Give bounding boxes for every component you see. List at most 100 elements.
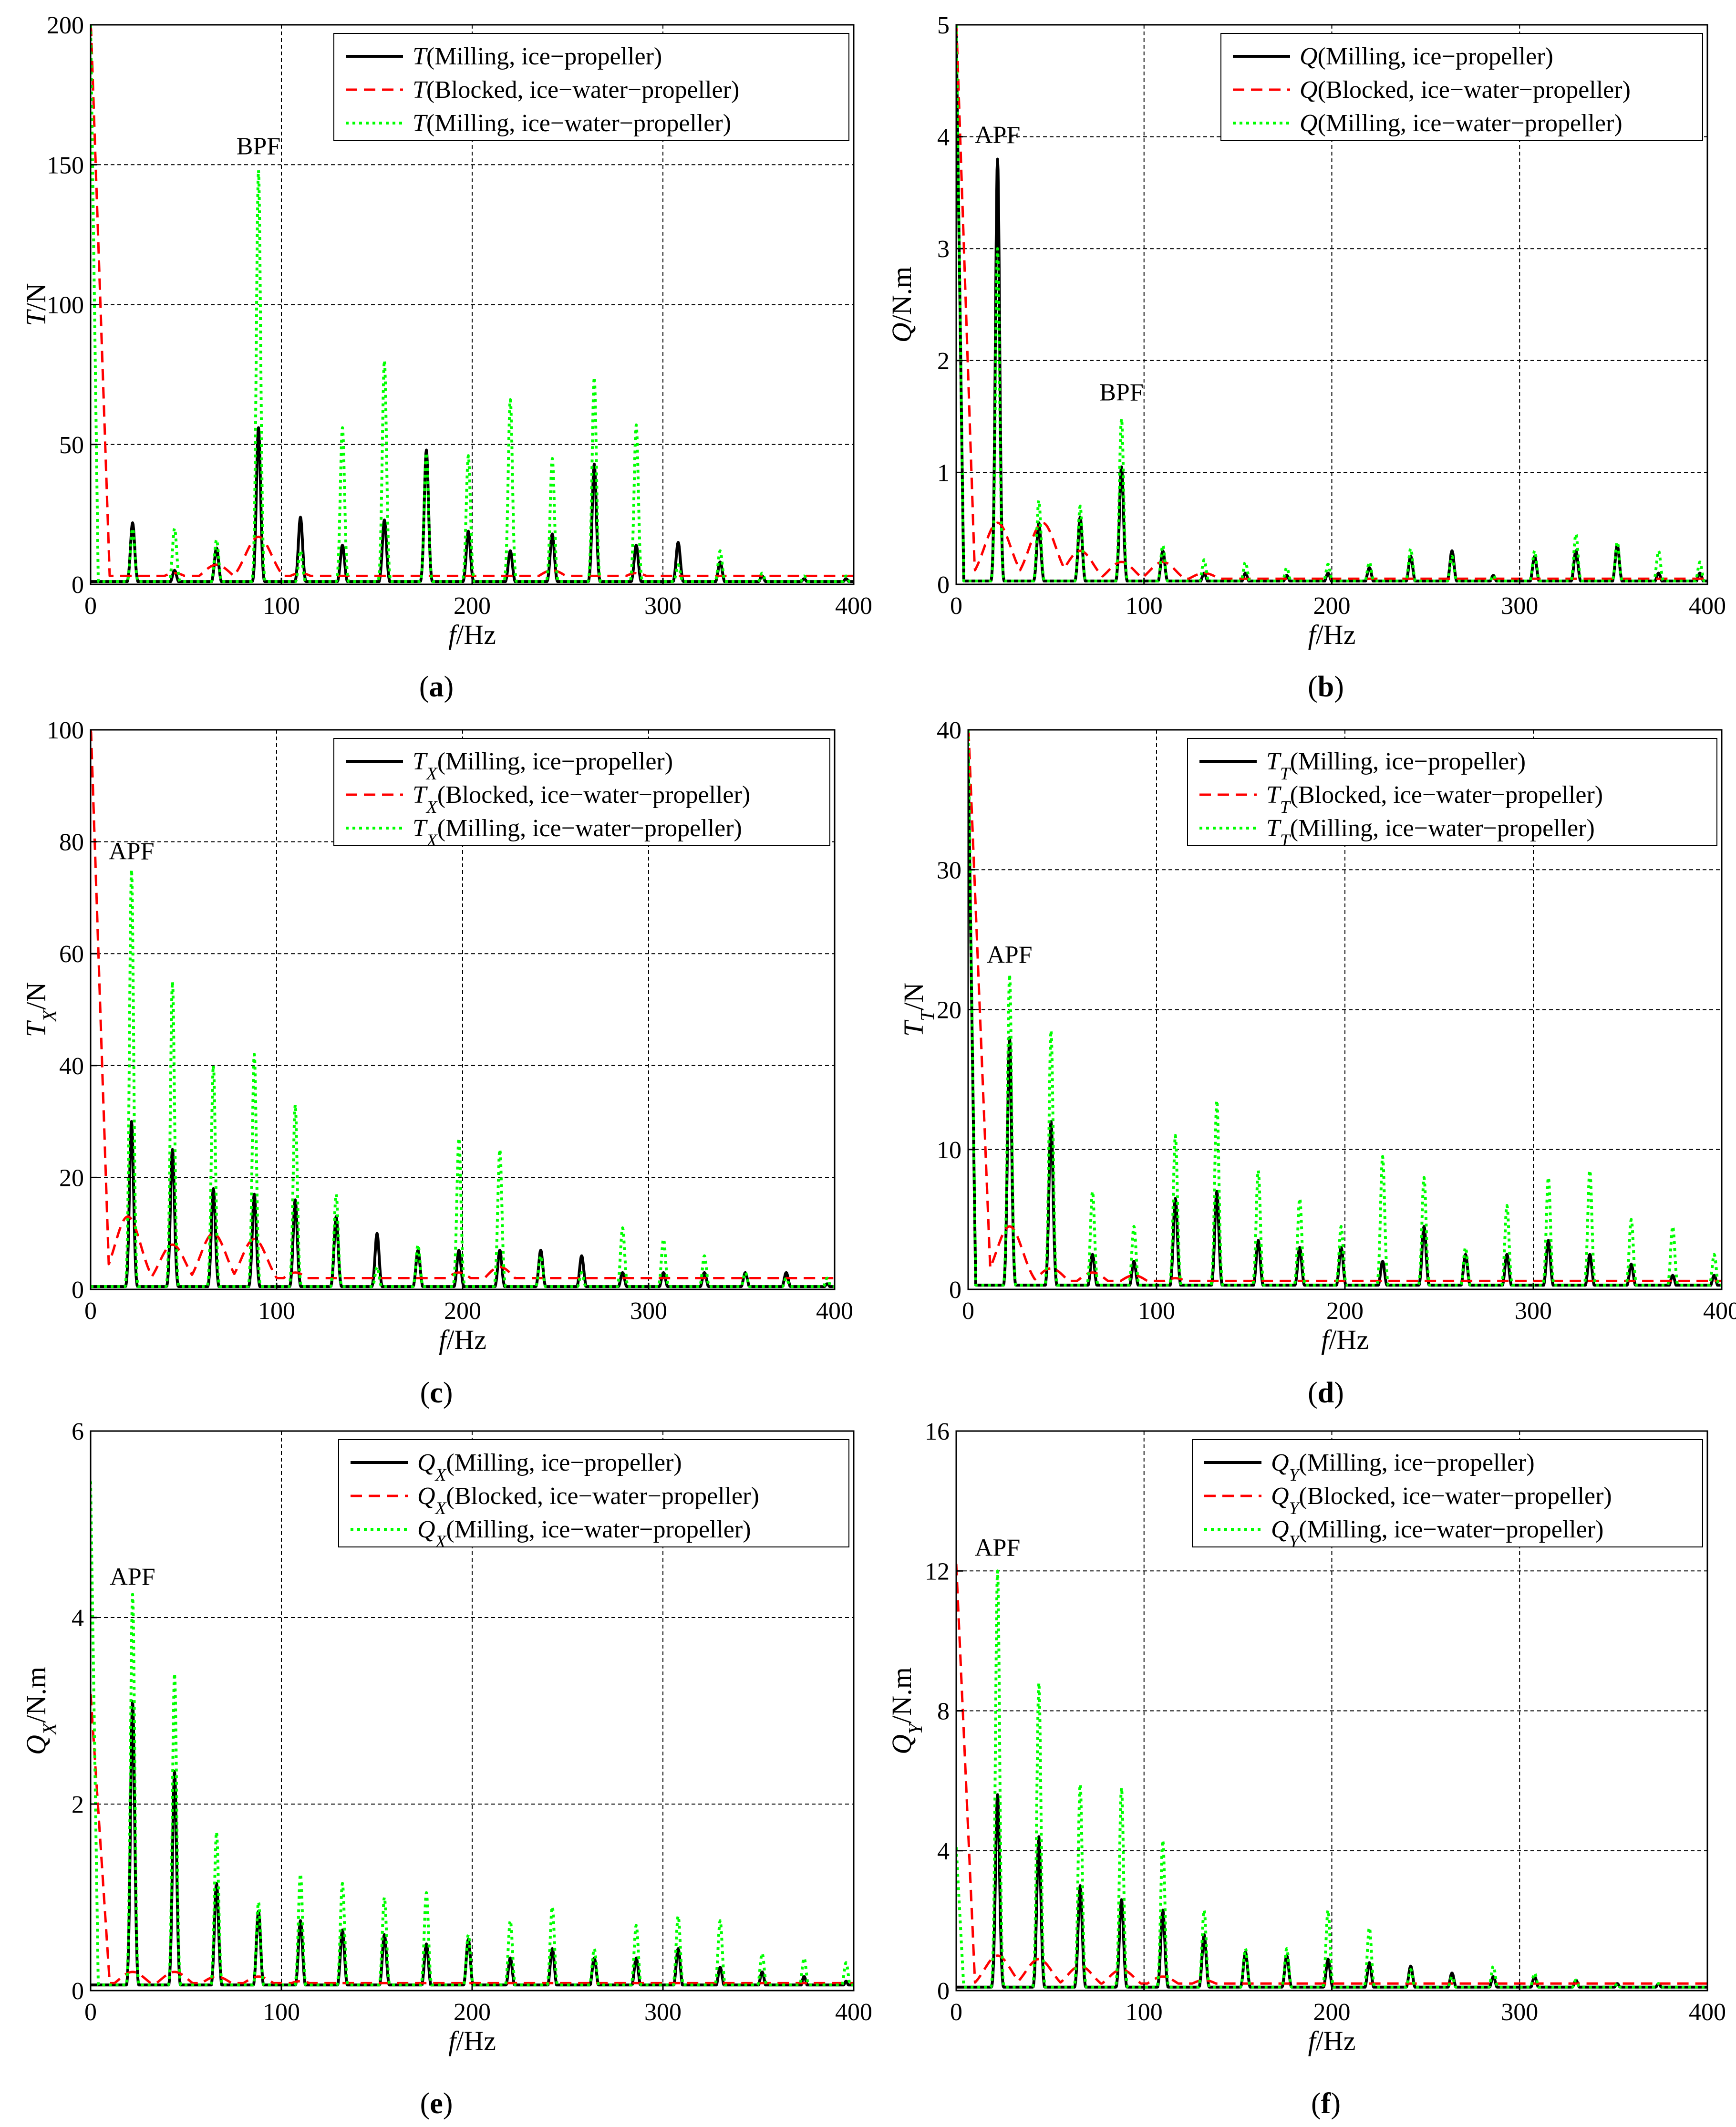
x-tick-label: 300 (644, 592, 682, 620)
legend: TT(Milling, ice−propeller)TT(Blocked, ic… (1187, 738, 1717, 851)
y-tick-label: 40 (937, 717, 961, 744)
y-axis-label: QY/N.m (886, 1667, 927, 1754)
legend-entry-label: TT(Blocked, ice−water−propeller) (1266, 781, 1603, 817)
series-line-dotted (91, 868, 835, 1288)
x-tick-label: 0 (962, 1297, 974, 1325)
legend-box (1187, 738, 1717, 846)
legend-entry-label: QX(Milling, ice−propeller) (417, 1449, 682, 1485)
panel-label: (a) (419, 671, 454, 703)
y-tick-label: 4 (937, 124, 950, 151)
legend-entry-label: TX(Milling, ice−propeller) (413, 748, 673, 784)
series-line-dotted (956, 25, 1707, 582)
legend-entry-label: TT(Milling, ice−propeller) (1266, 748, 1526, 784)
x-tick-label: 300 (644, 1999, 682, 2026)
x-axis-label: f/Hz (1321, 1324, 1369, 1355)
chart-panel-a: 0 100 200 300 400050100150200f/HzT/NBPFT(Mil… (21, 12, 872, 650)
legend-entry-label: QY(Blocked, ice−water−propeller) (1271, 1483, 1612, 1518)
x-tick-label: 100 (1126, 592, 1163, 620)
legend-entry-label: Q(Blocked, ice−water−propeller) (1300, 76, 1631, 104)
legend-box (1220, 33, 1703, 141)
y-tick-label: 4 (72, 1605, 84, 1632)
panel-label: (e) (420, 2087, 453, 2120)
panel-label: (f) (1311, 2087, 1341, 2120)
legend-entry-label: QX(Milling, ice−water−propeller) (417, 1516, 751, 1552)
x-tick-label: 400 (835, 592, 872, 620)
y-tick-label: 0 (937, 571, 950, 599)
y-tick-label: 80 (59, 829, 84, 856)
y-tick-label: 8 (937, 1698, 950, 1725)
y-axis-label: TX/N (21, 982, 61, 1038)
x-tick-label: 300 (1501, 592, 1538, 620)
y-tick-label: 0 (72, 1276, 84, 1304)
panel-label: (c) (420, 1377, 453, 1409)
y-tick-label: 60 (59, 941, 84, 968)
x-tick-label: 400 (1689, 1999, 1726, 2026)
y-tick-label: 20 (937, 997, 961, 1024)
chart-panel-e: 0 100 200 300 400 0 2 4 6 f/Hz QX/N.m APF QX(Milling… (21, 1418, 872, 2056)
legend-entry-label: TX(Blocked, ice−water−propeller) (413, 781, 750, 817)
y-tick-label: 200 (47, 12, 84, 39)
x-tick-label: 300 (630, 1297, 667, 1325)
chart-panel-d: 0 100 200 300 400 0 10 20 30 40 f/Hz TT/N APF TT(Mill… (898, 717, 1736, 1355)
y-tick-label: 3 (937, 236, 950, 263)
series-line-dotted (91, 25, 854, 583)
x-tick-label: 400 (835, 1999, 872, 2026)
peak-annotation: BPF (237, 133, 281, 160)
legend: T(Milling, ice−propeller) T(Blocked, ice−… (333, 33, 849, 141)
y-tick-label: 16 (925, 1418, 950, 1445)
y-tick-label: 0 (72, 1978, 84, 2005)
legend: QX(Milling, ice−propeller)QX(Blocked, ic… (338, 1439, 849, 1552)
legend-entry-label: TX(Milling, ice−water−propeller) (413, 815, 742, 851)
y-tick-label: 30 (937, 857, 961, 884)
legend: QY(Milling, ice−propeller)QY(Blocked, ic… (1192, 1439, 1703, 1552)
x-tick-label: 0 (950, 1999, 962, 2026)
legend-box (338, 1439, 849, 1547)
y-tick-label: 40 (59, 1053, 84, 1080)
y-tick-label: 20 (59, 1164, 84, 1192)
x-tick-label: 200 (1326, 1297, 1364, 1325)
x-tick-label: 400 (1689, 592, 1726, 620)
legend-entry-label: T(Milling, ice−propeller) (413, 43, 662, 70)
chart-panel-b: 0 100 200 300 400 0 1 2 3 4 5 f/Hz Q/N.m APF BPF Q(Mill… (886, 12, 1726, 650)
chart-panel-f: 0 100 200 300 400 0 4 8 12 16 f/Hz QY/N.m APF QY(Mill… (886, 1418, 1726, 2056)
x-tick-label: 300 (1515, 1297, 1552, 1325)
peak-annotation: APF (110, 1563, 155, 1590)
legend-entry-label: TT(Milling, ice−water−propeller) (1266, 815, 1595, 851)
legend-entry-label: Q(Milling, ice−propeller) (1300, 43, 1553, 70)
y-tick-label: 2 (937, 348, 950, 375)
x-axis-label: f/Hz (1308, 2025, 1356, 2056)
y-axis-label: QX/N.m (21, 1667, 61, 1755)
y-tick-label: 50 (59, 432, 84, 459)
legend-box (1192, 1439, 1703, 1547)
y-tick-label: 2 (72, 1791, 84, 1818)
y-tick-label: 4 (937, 1838, 950, 1865)
legend: Q(Milling, ice−propeller) Q(Blocked, ice−… (1220, 33, 1703, 141)
y-tick-label: 6 (72, 1418, 84, 1445)
x-tick-label: 100 (1138, 1297, 1175, 1325)
y-tick-label: 12 (925, 1558, 950, 1585)
y-tick-label: 0 (72, 571, 84, 599)
y-tick-label: 150 (47, 152, 84, 179)
y-axis-label: Q/N.m (886, 267, 917, 343)
series-line-dashed (91, 1694, 854, 1984)
legend-entry-label: T(Milling, ice−water−propeller) (413, 110, 731, 137)
x-tick-label: 100 (263, 1999, 300, 2026)
y-tick-label: 100 (47, 717, 84, 744)
legend-entry-label: Q(Milling, ice−water−propeller) (1300, 110, 1622, 137)
legend: TX(Milling, ice−propeller)TX(Blocked, ic… (333, 738, 830, 851)
y-tick-label: 0 (949, 1276, 961, 1304)
series-line-solid (91, 426, 854, 583)
series-line-dotted (91, 1481, 854, 1987)
x-axis-label: f/Hz (448, 619, 496, 650)
peak-annotation: APF (975, 122, 1020, 149)
chart-panel-c: 0 100 200 300 400 0 20 40 60 80 100 f/Hz TX/N APF TX(M… (21, 717, 853, 1355)
legend-entry-label: QY(Milling, ice−water−propeller) (1271, 1516, 1603, 1552)
x-tick-label: 100 (263, 592, 300, 620)
x-tick-label: 0 (84, 592, 97, 620)
y-tick-label: 10 (937, 1137, 961, 1164)
legend-box (333, 738, 830, 846)
panel-label: (d) (1308, 1377, 1344, 1409)
y-tick-label: 5 (937, 12, 950, 39)
x-tick-label: 400 (1703, 1297, 1736, 1325)
